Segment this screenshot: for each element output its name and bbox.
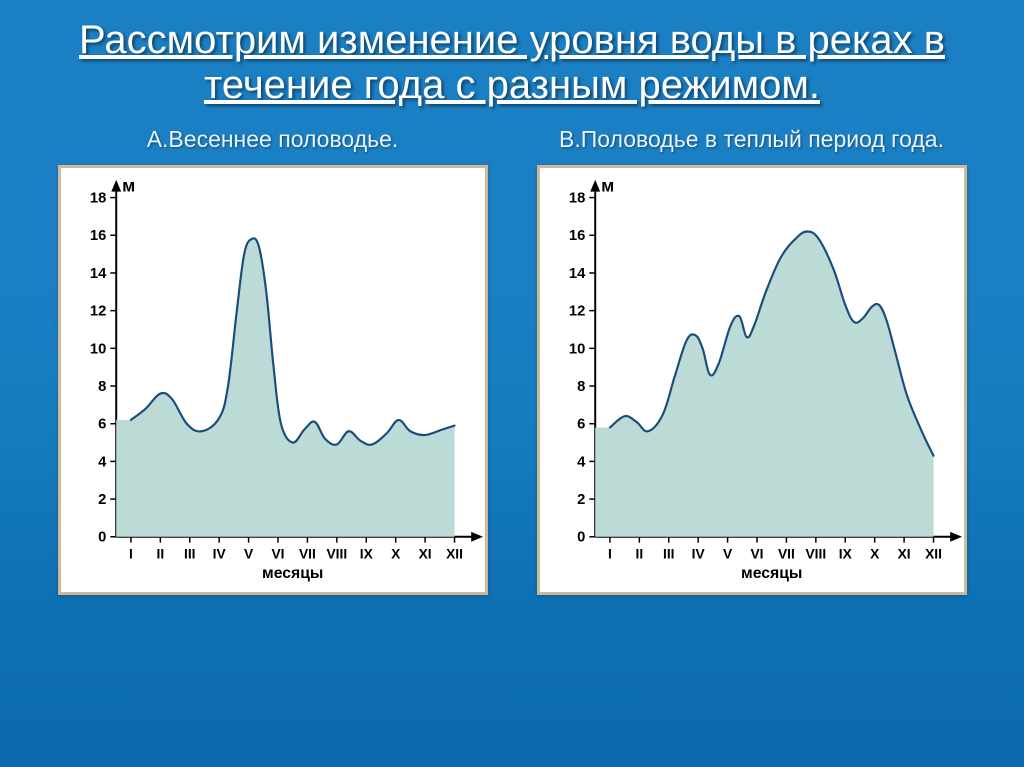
svg-text:2: 2 [577,492,585,508]
svg-text:0: 0 [577,529,585,545]
column-b: В.Половодье в теплый период года. м 0 2 4 6 8… [527,126,976,595]
svg-text:12: 12 [568,303,584,319]
column-a: А.Весеннее половодье. м024681012141618II… [48,126,497,595]
svg-text:VIII: VIII [326,546,347,561]
svg-text:I: I [129,546,133,561]
subtitle-b: В.Половодье в теплый период года. [527,126,976,153]
svg-text:IX: IX [838,546,852,561]
svg-text:II: II [635,546,643,561]
svg-text:2: 2 [98,492,106,508]
chart-b-svg: м024681012141618IIIIIIIVVVIVIIVIIIIXXXIX… [540,168,964,592]
svg-text:10: 10 [568,341,584,357]
svg-text:месяцы: месяцы [262,565,323,582]
svg-text:12: 12 [89,303,105,319]
svg-text:м: м [601,175,614,195]
svg-text:III: III [184,546,196,561]
svg-text:16: 16 [89,228,105,244]
svg-text:V: V [243,546,253,561]
svg-text:18: 18 [89,190,105,206]
svg-text:6: 6 [98,416,106,432]
slide-title: Рассмотрим изменение уровня воды в реках… [52,18,972,108]
chart-a-svg: м024681012141618IIIIIIIVVVIVIIVIIIIXXXIX… [61,168,485,592]
svg-text:4: 4 [577,454,586,470]
svg-text:IV: IV [691,546,705,561]
svg-text:XII: XII [446,546,463,561]
charts-row: А.Весеннее половодье. м024681012141618II… [30,126,994,595]
svg-text:VII: VII [298,546,315,561]
svg-text:VII: VII [777,546,794,561]
chart-b: м024681012141618IIIIIIIVVVIVIIVIIIIXXXIX… [537,165,967,595]
svg-text:VI: VI [271,546,284,561]
svg-text:V: V [722,546,732,561]
svg-text:0: 0 [98,529,106,545]
svg-text:14: 14 [568,265,585,281]
chart-a: м024681012141618IIIIIIIVVVIVIIVIIIIXXXIX… [58,165,488,595]
svg-text:I: I [608,546,612,561]
svg-text:10: 10 [89,341,105,357]
svg-text:XI: XI [418,546,431,561]
svg-text:месяцы: месяцы [741,565,802,582]
svg-text:4: 4 [98,454,107,470]
svg-text:8: 8 [577,379,585,395]
svg-text:16: 16 [568,228,584,244]
svg-text:18: 18 [568,190,584,206]
svg-text:X: X [870,546,880,561]
svg-text:6: 6 [577,416,585,432]
svg-text:XII: XII [925,546,942,561]
svg-text:14: 14 [89,265,106,281]
subtitle-a: А.Весеннее половодье. [48,126,497,153]
slide: Рассмотрим изменение уровня воды в реках… [0,0,1024,767]
svg-text:III: III [663,546,675,561]
svg-text:II: II [156,546,164,561]
svg-text:X: X [391,546,401,561]
svg-text:IV: IV [212,546,226,561]
svg-text:м: м [122,175,135,195]
svg-text:8: 8 [98,379,106,395]
svg-text:VI: VI [750,546,763,561]
svg-text:IX: IX [359,546,373,561]
svg-text:VIII: VIII [805,546,826,561]
svg-text:XI: XI [897,546,910,561]
